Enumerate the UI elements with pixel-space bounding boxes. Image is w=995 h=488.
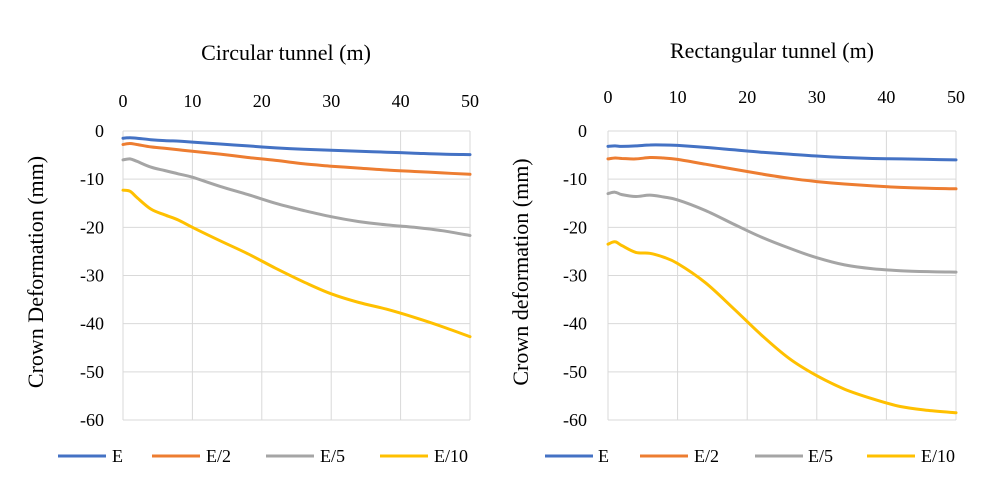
x-tick-label: 20 bbox=[253, 91, 271, 111]
legend-label: E/5 bbox=[320, 446, 345, 466]
series-line-e-10 bbox=[606, 240, 958, 415]
y-axis-label: Crown deformation (mm) bbox=[508, 158, 533, 385]
y-tick-label: -30 bbox=[563, 266, 587, 286]
y-tick-label: 0 bbox=[578, 121, 587, 141]
y-tick-label: -20 bbox=[563, 217, 587, 237]
series-line-e bbox=[121, 136, 472, 157]
legend-label: E bbox=[598, 446, 609, 466]
chart-2: Rectangular tunnel (m) 0 10 20 30 40 50 0 -10 -20… bbox=[508, 38, 965, 466]
chart-title: Circular tunnel (m) bbox=[201, 40, 371, 65]
y-tick-label: -50 bbox=[563, 362, 587, 382]
x-tick-label: 30 bbox=[322, 91, 340, 111]
y-axis-label: Crown Deformation (mm) bbox=[23, 156, 48, 388]
legend-label: E/2 bbox=[206, 446, 231, 466]
series-line-e-5 bbox=[606, 190, 958, 274]
x-tick-label: 0 bbox=[604, 87, 613, 107]
y-tick-label: -20 bbox=[80, 217, 104, 237]
series-line-e-5 bbox=[121, 157, 472, 237]
x-tick-label: 0 bbox=[119, 91, 128, 111]
legend-label: E/5 bbox=[808, 446, 833, 466]
y-tick-label: -50 bbox=[80, 362, 104, 382]
legend-label: E bbox=[112, 446, 123, 466]
series-line-e-2 bbox=[606, 155, 958, 191]
legend-label: E/2 bbox=[694, 446, 719, 466]
series-line-e-2 bbox=[121, 142, 472, 176]
y-tick-label: -60 bbox=[80, 410, 104, 430]
x-tick-label: 40 bbox=[392, 91, 410, 111]
y-tick-label: -30 bbox=[80, 266, 104, 286]
x-tick-label: 40 bbox=[877, 87, 895, 107]
y-tick-label: 0 bbox=[95, 121, 104, 141]
x-tick-label: 50 bbox=[461, 91, 479, 111]
y-tick-label: -40 bbox=[80, 314, 104, 334]
y-tick-label: -10 bbox=[563, 169, 587, 189]
legend-label: E/10 bbox=[921, 446, 955, 466]
y-tick-label: -60 bbox=[563, 410, 587, 430]
x-tick-label: 10 bbox=[183, 91, 201, 111]
y-tick-label: -40 bbox=[563, 314, 587, 334]
x-tick-label: 50 bbox=[947, 87, 965, 107]
x-tick-label: 30 bbox=[808, 87, 826, 107]
x-tick-label: 20 bbox=[738, 87, 756, 107]
x-tick-label: 10 bbox=[669, 87, 687, 107]
series-line-e bbox=[606, 143, 958, 162]
chart-title: Rectangular tunnel (m) bbox=[670, 38, 874, 63]
y-tick-label: -10 bbox=[80, 169, 104, 189]
series-line-e-10 bbox=[121, 188, 472, 339]
chart-1: Circular tunnel (m) 0 10 20 30 40 50 0 -10 -20 -30… bbox=[23, 40, 479, 466]
legend-label: E/10 bbox=[434, 446, 468, 466]
